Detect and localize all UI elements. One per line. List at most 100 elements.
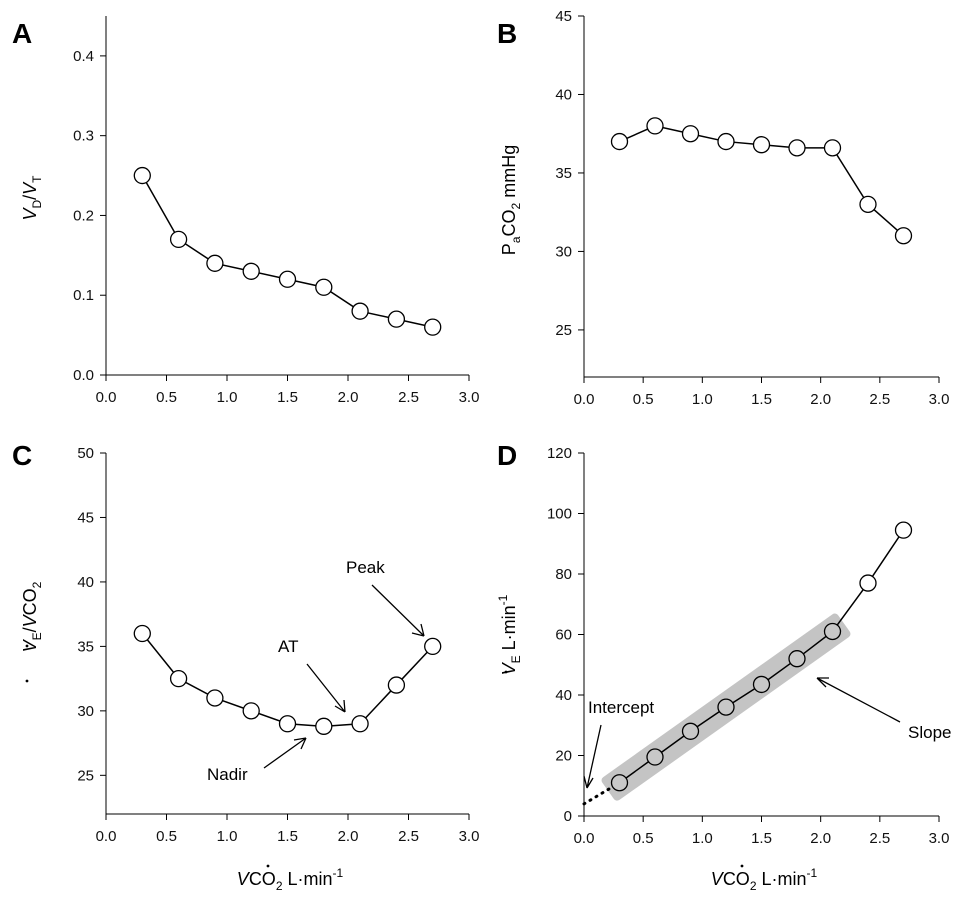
y-tick-label: 30 xyxy=(77,703,94,720)
x-tick-label: 2.5 xyxy=(398,828,419,845)
y-tick-label: 35 xyxy=(77,638,94,655)
panel-a-point xyxy=(351,302,369,320)
x-tick-label: 1.5 xyxy=(751,830,772,847)
panel-a-line xyxy=(141,175,433,328)
panel-a-xticks: 0.0 0.5 1.0 1.5 2.0 2.5 3.0 xyxy=(96,375,480,406)
panel-d-xticks: 0.0 0.5 1.0 1.5 2.0 2.5 3.0 xyxy=(574,816,950,847)
panel-d-yticks: 0 20 40 60 80 100 120 xyxy=(547,445,584,825)
panel-a-point xyxy=(133,166,151,185)
x-tick-label: 3.0 xyxy=(929,391,950,408)
panel-b-point xyxy=(823,139,842,157)
annotation-at: AT xyxy=(278,637,298,656)
x-tick-label: 1.5 xyxy=(277,828,298,845)
panel-a: A 0.0 0.5 1.0 1.5 2.0 2.5 3.0 0.0 0.1 0.2 0.3 0.4 V… xyxy=(12,16,479,406)
panel-c-point xyxy=(351,715,369,733)
x-tick-label: 1.0 xyxy=(217,389,238,406)
y-tick-label: 50 xyxy=(77,445,94,462)
panel-c-yticks: 25 30 35 40 45 50 xyxy=(77,445,106,784)
panel-a-point xyxy=(387,310,406,328)
y-tick-label: 30 xyxy=(555,243,572,260)
panel-b-series xyxy=(610,117,913,245)
panel-c-xlabel: VCO2 L·min-1 xyxy=(237,866,344,893)
panel-b-point xyxy=(681,125,700,143)
y-tick-label: 0.0 xyxy=(73,367,94,384)
panel-c-point xyxy=(424,637,442,656)
x-tick-label: 0.0 xyxy=(574,830,595,847)
x-tick-label: 2.5 xyxy=(869,391,890,408)
x-tick-label: 0.5 xyxy=(633,391,654,408)
slope-arrow xyxy=(816,677,901,723)
ylabel-d-dot xyxy=(504,670,508,674)
panel-a-point xyxy=(424,318,442,336)
panel-b-point xyxy=(859,195,877,213)
y-tick-label: 25 xyxy=(555,322,572,339)
xlabel-d-dot xyxy=(740,864,744,868)
x-tick-label: 2.0 xyxy=(810,830,831,847)
y-tick-label: 45 xyxy=(555,8,572,25)
panel-b-point xyxy=(717,132,735,151)
panel-a-axes: 0.0 0.5 1.0 1.5 2.0 2.5 3.0 0.0 0.1 0.2 0.3 0.4 xyxy=(73,16,479,406)
panel-d-point xyxy=(752,675,771,694)
panel-a-letter: A xyxy=(12,18,32,49)
panel-b-xticks: 0.0 0.5 1.0 1.5 2.0 2.5 3.0 xyxy=(574,377,950,408)
x-tick-label: 2.0 xyxy=(810,391,831,408)
panel-b-point xyxy=(646,117,664,135)
panel-c-series xyxy=(133,624,442,735)
y-tick-label: 60 xyxy=(555,627,572,644)
annotation-nadir: Nadir xyxy=(207,765,248,784)
accent-dots xyxy=(25,644,744,868)
panel-a-ylabel: VD/VT xyxy=(20,175,44,221)
panel-c-point xyxy=(315,717,333,735)
panel-d-series xyxy=(582,521,913,806)
panel-d-point xyxy=(646,748,664,766)
x-tick-label: 2.5 xyxy=(869,830,890,847)
x-tick-label: 1.0 xyxy=(692,830,713,847)
panel-b-letter: B xyxy=(497,18,517,49)
panel-d-point xyxy=(788,650,806,668)
panel-d-point xyxy=(894,521,913,539)
at-arrow xyxy=(306,663,346,713)
x-tick-label: 0.0 xyxy=(574,391,595,408)
xlabel-c-dot xyxy=(266,864,270,868)
y-tick-label: 80 xyxy=(555,566,572,583)
x-tick-label: 1.0 xyxy=(217,828,238,845)
x-tick-label: 1.5 xyxy=(751,391,772,408)
panel-c-point xyxy=(278,715,297,733)
y-tick-label: 0.4 xyxy=(73,48,94,65)
panel-a-point xyxy=(206,254,224,272)
x-tick-label: 2.0 xyxy=(338,389,359,406)
x-tick-label: 0.5 xyxy=(156,828,177,845)
panel-b-point xyxy=(752,136,771,154)
x-tick-label: 1.0 xyxy=(692,391,713,408)
annotation-slope: Slope xyxy=(908,723,951,742)
panel-a-point xyxy=(169,230,188,249)
x-tick-label: 2.0 xyxy=(338,828,359,845)
x-tick-label: 3.0 xyxy=(459,389,480,406)
panel-d-ylabel: VE L·min-1 xyxy=(496,594,523,675)
ylabel-c-dot-1 xyxy=(25,679,29,683)
panel-c-point xyxy=(242,702,260,720)
annotation-intercept: Intercept xyxy=(588,698,654,717)
y-tick-label: 0 xyxy=(564,808,572,825)
y-tick-label: 40 xyxy=(555,86,572,103)
intercept-arrow xyxy=(583,724,602,789)
panel-c-point xyxy=(133,624,151,643)
panel-b-point xyxy=(788,139,806,157)
ylabel-c-dot-2 xyxy=(25,644,29,648)
y-tick-label: 0.2 xyxy=(73,207,94,224)
y-tick-label: 45 xyxy=(77,509,94,526)
panel-c-point xyxy=(169,669,188,688)
panel-c: C 0.0 0.5 1.0 1.5 2.0 2.5 3.0 25 30 35 40 45 50 VE/V… xyxy=(12,440,479,893)
panel-d-xlabel: VCO2 L·min-1 xyxy=(711,866,818,893)
panel-d-point xyxy=(681,722,700,740)
panel-b-point xyxy=(894,227,913,245)
panel-d-letter: D xyxy=(497,440,517,471)
panel-c-letter: C xyxy=(12,440,32,471)
y-tick-label: 0.1 xyxy=(73,287,94,304)
x-tick-label: 3.0 xyxy=(929,830,950,847)
panel-c-point xyxy=(387,676,406,694)
panel-a-series xyxy=(133,166,442,336)
panel-b-point xyxy=(610,132,629,151)
panel-c-axes: 0.0 0.5 1.0 1.5 2.0 2.5 3.0 25 30 35 40 45 50 xyxy=(77,445,479,845)
x-tick-label: 0.0 xyxy=(96,828,117,845)
